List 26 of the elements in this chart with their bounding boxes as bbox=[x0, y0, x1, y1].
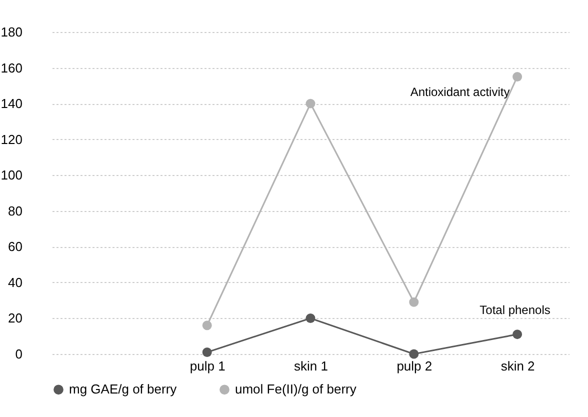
x-tick-label: pulp 2 bbox=[396, 358, 432, 374]
x-tick-label: skin 1 bbox=[294, 358, 328, 374]
point bbox=[409, 349, 419, 359]
y-tick-label: 60 bbox=[8, 239, 22, 254]
y-tick-label: 160 bbox=[0, 60, 22, 76]
point bbox=[512, 72, 522, 82]
x-tick-label: skin 2 bbox=[500, 358, 535, 374]
point bbox=[409, 297, 419, 307]
annotation: Total phenols bbox=[480, 303, 550, 317]
point bbox=[202, 320, 212, 330]
y-tick-label: 180 bbox=[0, 24, 22, 40]
point bbox=[202, 347, 212, 357]
y-tick-label: 100 bbox=[0, 168, 22, 183]
x-tick-label: pulp 1 bbox=[190, 358, 226, 374]
y-tick-label: 20 bbox=[8, 310, 22, 326]
y-tick-label: 0 bbox=[15, 346, 22, 362]
point bbox=[512, 330, 522, 340]
annotation: Antioxidant activity bbox=[410, 85, 510, 99]
legend-label: mg GAE/g of berry bbox=[69, 382, 178, 397]
y-tick-label: 120 bbox=[0, 132, 22, 147]
y-tick-label: 40 bbox=[8, 274, 22, 290]
point bbox=[306, 313, 316, 323]
legend-label: umol Fe(II)/g of berry bbox=[235, 382, 357, 397]
y-tick-label: 80 bbox=[8, 203, 22, 218]
y-tick-label: 140 bbox=[0, 96, 22, 112]
point bbox=[306, 98, 316, 108]
